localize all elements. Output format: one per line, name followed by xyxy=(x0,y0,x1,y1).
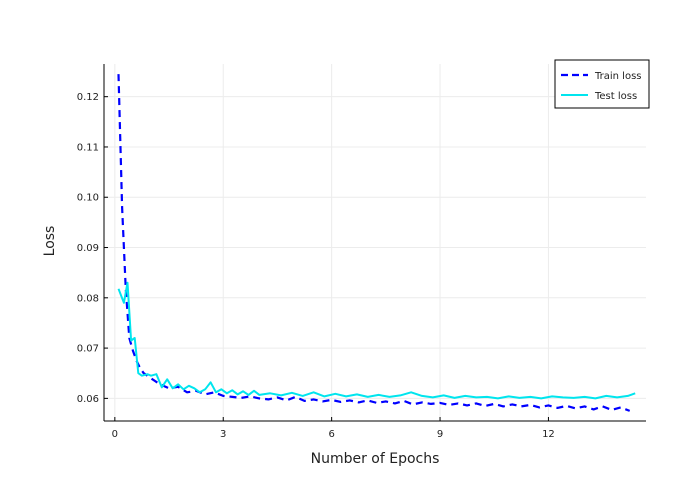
grid xyxy=(104,64,646,421)
x-tick-label-0: 0 xyxy=(112,429,118,440)
legend-label-test-loss: Test loss xyxy=(594,91,637,102)
legend-label-train-loss: Train loss xyxy=(594,71,642,82)
y-axis-title: Loss xyxy=(42,226,58,257)
x-tick-label-4: 12 xyxy=(542,429,555,440)
series-line-test-loss xyxy=(117,281,636,400)
y-tick-label-5: 0.11 xyxy=(77,142,99,153)
y-tick-label-6: 0.12 xyxy=(77,92,99,103)
y-tick-label-4: 0.10 xyxy=(77,193,99,204)
x-axis-title: Number of Epochs xyxy=(311,451,440,467)
series-line-train-loss xyxy=(117,74,631,412)
tick-labels: 0 3 6 9 12 0.06 0.07 0.08 0.09 0.10 0.11 0.12 xyxy=(77,92,555,440)
axes xyxy=(103,64,646,422)
y-tick-label-0: 0.06 xyxy=(77,394,99,405)
y-tick-label-2: 0.08 xyxy=(77,293,99,304)
legend-box xyxy=(554,59,650,109)
x-tick-label-1: 3 xyxy=(220,429,226,440)
legend: Train loss Test loss xyxy=(554,59,650,109)
series-lines xyxy=(117,74,636,412)
x-tick-label-3: 9 xyxy=(437,429,443,440)
y-tick-label-1: 0.07 xyxy=(77,344,99,355)
y-tick-label-3: 0.09 xyxy=(77,243,99,254)
x-tick-label-2: 6 xyxy=(328,429,334,440)
